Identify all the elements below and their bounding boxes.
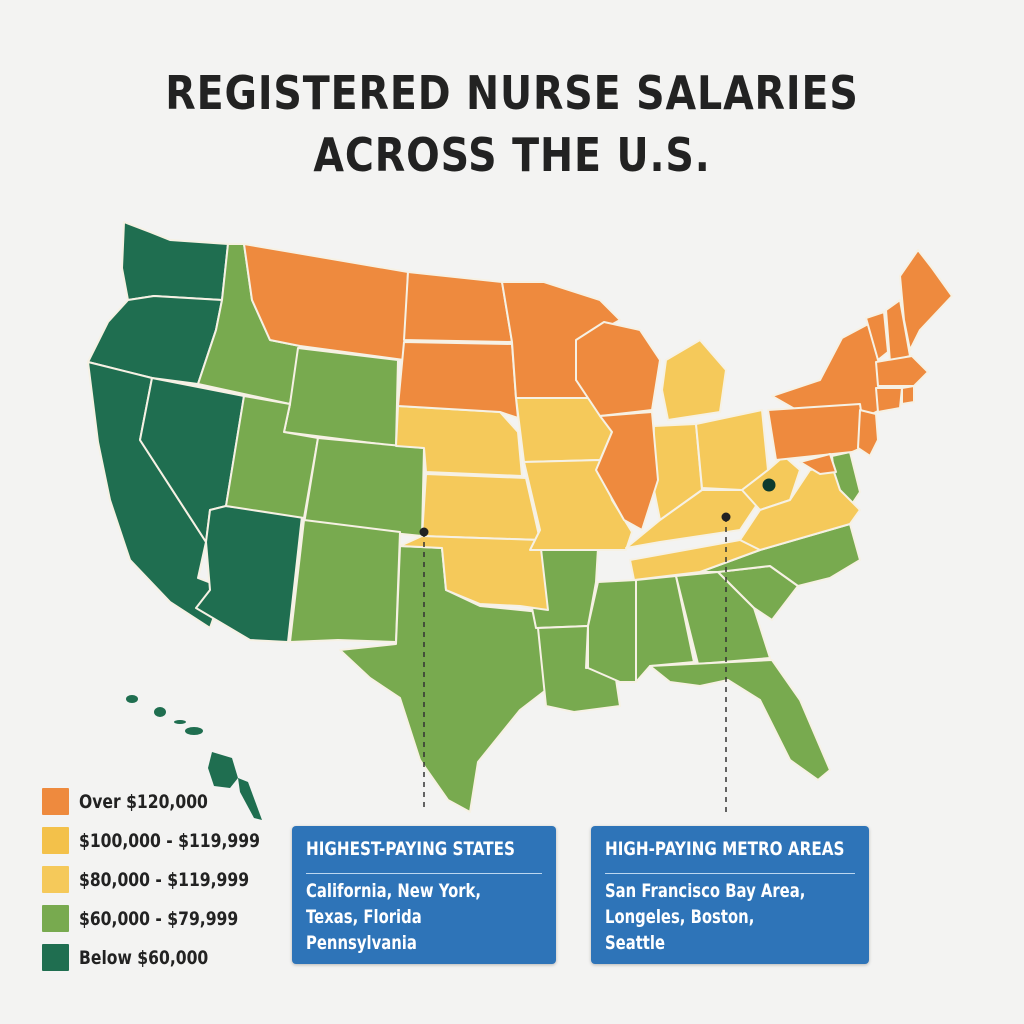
state-nebraska[interactable] [395, 405, 523, 477]
marker-west-virginia[interactable] [762, 478, 776, 492]
box-line: Seattle [605, 932, 666, 954]
state-new-jersey[interactable] [857, 409, 879, 457]
box-divider [605, 873, 855, 874]
state-north-dakota[interactable] [403, 271, 513, 343]
state-wyoming[interactable] [283, 347, 399, 447]
state-south-dakota[interactable] [397, 341, 519, 419]
box-body: San Francisco Bay Area, Longeles, Boston… [605, 878, 805, 956]
state-michigan[interactable] [661, 339, 727, 421]
state-wisconsin[interactable] [575, 321, 661, 417]
legend-item-60k-79k: $60,000 - $79,999 [42, 899, 300, 938]
state-oklahoma[interactable] [399, 535, 549, 611]
state-maryland[interactable] [799, 453, 837, 475]
box-body: California, New York, Texas, Florida Pen… [306, 878, 481, 956]
legend-swatch-gold [42, 827, 69, 854]
state-connecticut[interactable] [875, 387, 903, 413]
state-pennsylvania[interactable] [767, 403, 867, 461]
state-rhode-island[interactable] [901, 385, 915, 405]
state-virginia[interactable] [739, 465, 861, 551]
box-line: San Francisco Bay Area, [605, 880, 806, 902]
tier-60k-79k [197, 243, 861, 813]
legend-item-100k-119k: $100,000 - $119,999 [42, 821, 300, 860]
high-paying-metro-areas-box: HIGH-PAYING METRO AREAS San Francisco Ba… [591, 826, 869, 964]
legend-label: $80,000 - $119,999 [79, 868, 250, 891]
legend: Over $120,000 $100,000 - $119,999 $80,00… [42, 782, 300, 977]
page-title: REGISTERED NURSE SALARIES ACROSS THE U.S… [72, 62, 953, 186]
marker-oklahoma-kansas[interactable] [419, 527, 429, 537]
legend-swatch-yellow [42, 866, 69, 893]
legend-label: $60,000 - $79,999 [79, 907, 239, 930]
state-florida[interactable] [649, 659, 831, 781]
legend-swatch-light-green [42, 905, 69, 932]
state-arizona[interactable] [195, 505, 303, 643]
state-vermont[interactable] [865, 311, 889, 361]
legend-label: Below $60,000 [79, 946, 209, 969]
marker-kentucky[interactable] [721, 512, 731, 522]
state-new-mexico[interactable] [289, 519, 401, 643]
legend-swatch-dark-green [42, 944, 69, 971]
state-hawaii[interactable] [126, 695, 262, 820]
box-line: Pennsylvania [306, 932, 417, 954]
highest-paying-states-box: HIGHEST-PAYING STATES California, New Yo… [292, 826, 556, 964]
tier-over-120k [243, 243, 953, 531]
state-maine[interactable] [899, 249, 953, 351]
box-line: Texas, Florida [306, 906, 422, 928]
legend-label: $100,000 - $119,999 [79, 829, 260, 852]
tier-below-60k [87, 221, 303, 820]
map-markers [419, 478, 776, 812]
state-illinois[interactable] [595, 411, 659, 531]
title-line-1: REGISTERED NURSE SALARIES [165, 66, 859, 120]
legend-swatch-orange [42, 788, 69, 815]
legend-label: Over $120,000 [79, 790, 208, 813]
title-line-2: ACROSS THE U.S. [313, 128, 711, 182]
legend-item-80k-119k: $80,000 - $119,999 [42, 860, 300, 899]
state-kansas[interactable] [421, 473, 541, 541]
box-line: Longeles, Boston, [605, 906, 755, 928]
box-heading: HIGHEST-PAYING STATES [306, 838, 515, 860]
box-divider [306, 873, 542, 874]
box-line: California, New York, [306, 880, 482, 902]
state-mississippi[interactable] [587, 579, 637, 683]
legend-item-over-120k: Over $120,000 [42, 782, 300, 821]
state-massachusetts[interactable] [875, 355, 929, 387]
box-heading: HIGH-PAYING METRO AREAS [605, 838, 845, 860]
legend-item-below-60k: Below $60,000 [42, 938, 300, 977]
state-washington[interactable] [121, 221, 229, 301]
